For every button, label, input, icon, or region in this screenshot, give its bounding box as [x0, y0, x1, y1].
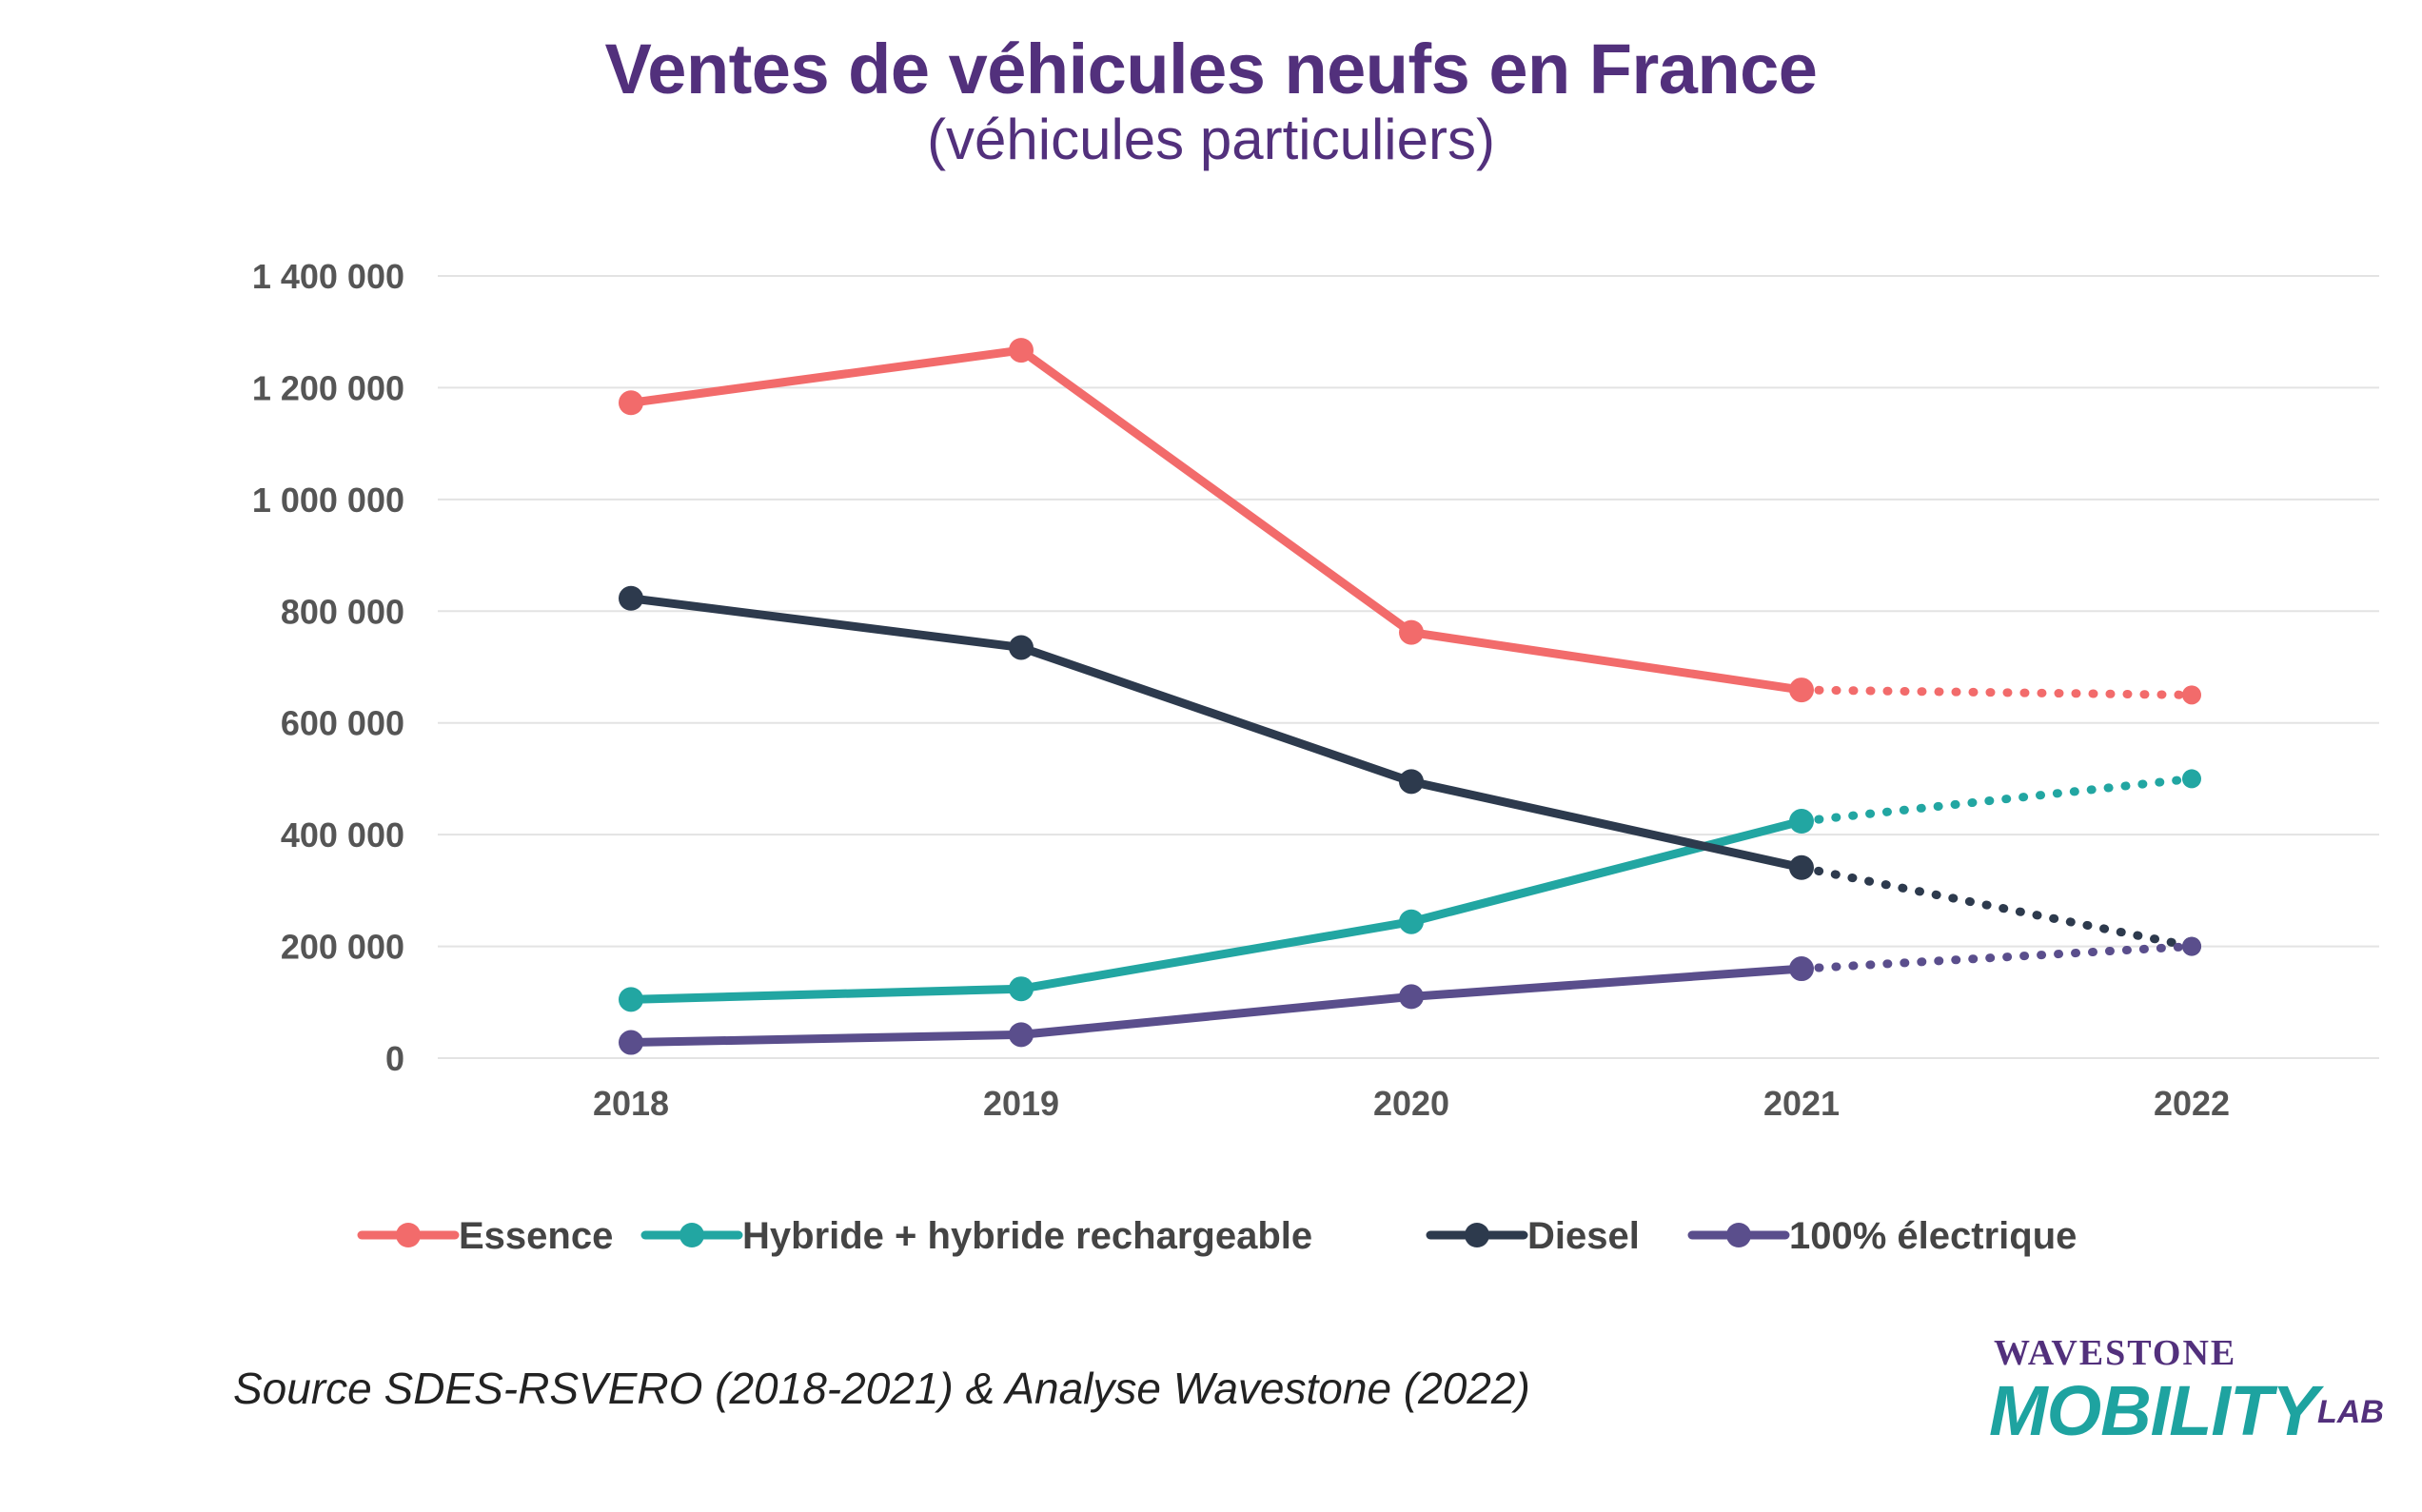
chart-subtitle: (véhicules particuliers)	[927, 108, 1495, 171]
data-point	[619, 390, 643, 416]
y-tick-label: 400 000	[281, 815, 404, 854]
y-tick-label: 1 400 000	[252, 257, 404, 296]
legend-item: Diesel	[1426, 1215, 1640, 1257]
data-point	[1399, 769, 1424, 795]
legend-label: Diesel	[1527, 1215, 1640, 1257]
series-1	[619, 769, 2201, 1012]
legend-swatch-dot	[396, 1223, 421, 1247]
data-point	[1399, 909, 1424, 934]
x-axis-ticks: 2018 2019 2020 2021 2022	[593, 1084, 2230, 1123]
legend-swatch-dot	[679, 1223, 704, 1247]
wavestone-mobility-lab-logo: WAVESTONE MOBILITY LAB	[1979, 1323, 2398, 1465]
series-line	[626, 816, 1806, 1004]
logo-mobility-text: MOBILITY	[1989, 1371, 2319, 1450]
source-note: Source SDES-RSVERO (2018-2021) & Analyse…	[233, 1364, 1530, 1413]
series-2	[619, 585, 2201, 956]
legend-item: Hybride + hybride rechargeable	[640, 1215, 1312, 1257]
series-projection-line	[1797, 942, 2196, 973]
data-point	[2182, 936, 2201, 956]
x-tick-label: 2020	[1373, 1084, 1449, 1123]
data-point	[1789, 854, 1814, 880]
series-projection-line	[1797, 774, 2196, 826]
series-line	[626, 594, 1806, 873]
series-projection-line	[1797, 685, 2196, 699]
series-3	[619, 936, 2201, 1055]
legend-swatch-dot	[1726, 1223, 1751, 1247]
logo-lab-text: LAB	[2317, 1394, 2384, 1430]
legend: Essence Hybride + hybride rechargeable Die…	[357, 1215, 2077, 1257]
x-tick-label: 2022	[2154, 1084, 2230, 1123]
legend-label: Essence	[459, 1215, 613, 1257]
data-point	[619, 987, 643, 1012]
chart-title: Ventes de véhicules neufs en France	[604, 29, 1818, 108]
logo-wavestone-text: WAVESTONE	[1994, 1333, 2237, 1373]
data-point	[1399, 984, 1424, 1010]
data-point	[2182, 769, 2201, 789]
data-point	[1009, 635, 1034, 660]
y-tick-label: 200 000	[281, 928, 404, 967]
data-point	[1789, 677, 1814, 703]
legend-item: 100% électrique	[1687, 1215, 2077, 1257]
y-tick-label: 600 000	[281, 704, 404, 743]
data-point	[619, 585, 643, 611]
series-line	[626, 345, 1806, 695]
y-tick-label: 1 000 000	[252, 481, 404, 520]
data-point	[2182, 685, 2201, 705]
y-tick-label: 0	[385, 1039, 404, 1078]
data-point	[1399, 619, 1424, 645]
data-point	[1789, 809, 1814, 835]
legend-label: 100% électrique	[1789, 1215, 2077, 1257]
legend-swatch-dot	[1465, 1223, 1489, 1247]
y-tick-label: 1 200 000	[252, 368, 404, 407]
x-tick-label: 2019	[983, 1084, 1059, 1123]
data-point	[1789, 956, 1814, 982]
y-tick-label: 800 000	[281, 592, 404, 631]
data-point	[619, 1030, 643, 1055]
y-axis-ticks: 0 200 000 400 000 600 000 800 000 1 000 000 1 …	[252, 257, 404, 1078]
series-line	[626, 964, 1806, 1048]
series-lines	[619, 338, 2201, 1055]
data-point	[1009, 1022, 1034, 1048]
series-projection-line	[1797, 863, 2196, 952]
legend-item: Essence	[357, 1215, 613, 1257]
series-0	[619, 338, 2201, 705]
legend-label: Hybride + hybride rechargeable	[742, 1215, 1312, 1257]
data-point	[1009, 976, 1034, 1002]
x-tick-label: 2021	[1763, 1084, 1840, 1123]
x-tick-label: 2018	[593, 1084, 669, 1123]
data-point	[1009, 338, 1034, 363]
